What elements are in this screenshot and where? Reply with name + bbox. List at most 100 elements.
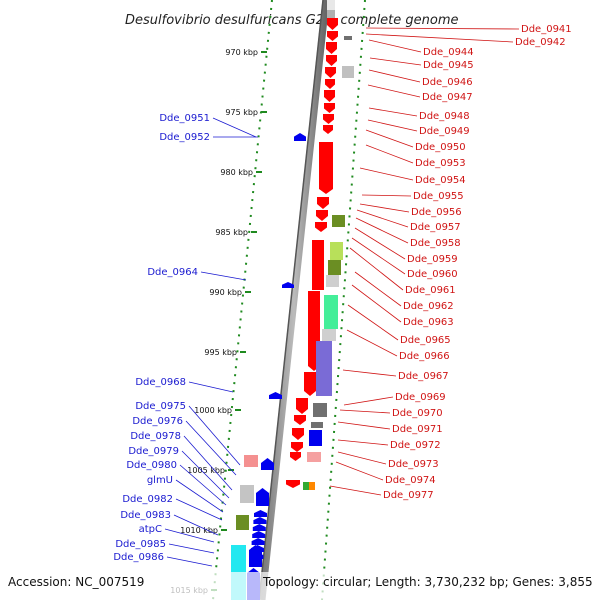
kbp-tick-label: 970 kbp	[225, 48, 258, 57]
forward-gene-arrow	[286, 480, 300, 488]
genome-summary-text: Topology: circular; Length: 3,730,232 bp…	[262, 575, 593, 589]
label-leader	[356, 209, 409, 228]
label-leader	[166, 556, 213, 567]
gene-label-reverse[interactable]: Dde_0964	[147, 267, 198, 278]
gene-block	[244, 455, 258, 467]
gene-label-forward[interactable]: Dde_0944	[423, 47, 474, 58]
forward-gene-arrow	[327, 31, 338, 41]
gene-label-reverse[interactable]: Dde_0975	[135, 401, 186, 412]
gene-label-forward[interactable]: Dde_0953	[415, 158, 466, 169]
label-leader	[368, 39, 422, 53]
gene-label-reverse[interactable]: glmU	[147, 475, 173, 486]
label-leader	[346, 329, 398, 357]
gene-label-forward[interactable]: Dde_0961	[405, 285, 456, 296]
gene-label-reverse[interactable]: Dde_0952	[159, 132, 210, 143]
forward-gene-arrow	[326, 42, 337, 54]
gene-block	[344, 36, 352, 40]
kbp-axis: 970 kbp 975 kbp 980 kbp 985 kbp 990 kbp 995 k…	[170, 48, 267, 595]
gene-label-forward[interactable]: Dde_0969	[395, 392, 446, 403]
gene-label-forward[interactable]: Dde_0971	[392, 424, 443, 435]
gene-label-forward[interactable]: Dde_0977	[383, 490, 434, 501]
label-leader	[349, 247, 404, 291]
forward-gene-arrow	[326, 55, 337, 66]
label-leader	[212, 117, 257, 138]
gene-label-forward[interactable]: Dde_0972	[390, 440, 441, 451]
reverse-gene-arrow	[252, 524, 266, 531]
gene-label-forward[interactable]: Dde_0956	[411, 207, 462, 218]
forward-gene-arrow	[304, 372, 316, 396]
gene-label-forward[interactable]: Dde_0960	[407, 269, 458, 280]
label-leader	[188, 405, 241, 466]
gene-label-forward[interactable]: Dde_0974	[385, 475, 436, 486]
gene-label-forward[interactable]: Dde_0950	[415, 142, 466, 153]
gene-label-reverse[interactable]: Dde_0985	[115, 539, 166, 550]
label-leader	[173, 514, 219, 536]
forward-gene-arrow	[319, 142, 333, 194]
genome-backbone	[258, 0, 330, 600]
gene-block	[342, 66, 354, 78]
gene-label-forward[interactable]: Dde_0965	[400, 335, 451, 346]
gene-label-reverse[interactable]: Dde_0986	[113, 552, 164, 563]
label-leader	[365, 144, 414, 164]
gene-label-forward[interactable]: Dde_0946	[422, 77, 473, 88]
label-leader	[185, 420, 237, 476]
label-leader	[351, 284, 402, 323]
forward-gene-arrow	[290, 452, 301, 461]
label-leader	[368, 107, 418, 117]
label-leader	[339, 409, 391, 414]
gene-label-forward[interactable]: Dde_0947	[422, 92, 473, 103]
forward-strand-labels: Dde_0941 Dde_0942 Dde_0944 Dde_0945 Dde_0946…	[383, 24, 572, 501]
gene-label-forward[interactable]: Dde_0954	[415, 175, 466, 186]
kbp-tick-label: 1000 kbp	[194, 406, 232, 415]
label-leader	[365, 33, 514, 43]
forward-gene-arrow	[323, 114, 334, 124]
kbp-tick-label: 985 kbp	[215, 228, 248, 237]
label-leader	[188, 381, 234, 393]
forward-gene-arrow	[292, 428, 304, 440]
gene-label-forward[interactable]: Dde_0958	[410, 238, 461, 249]
gene-label-forward[interactable]: Dde_0959	[407, 254, 458, 265]
gene-label-forward[interactable]: Dde_0970	[392, 408, 443, 419]
label-leader	[183, 435, 233, 491]
label-leader	[369, 57, 422, 66]
forward-gene-arrow	[315, 222, 327, 232]
label-leader	[181, 450, 230, 499]
gene-label-reverse[interactable]: Dde_0968	[135, 377, 186, 388]
gene-label-forward[interactable]: Dde_0949	[419, 126, 470, 137]
gene-label-forward[interactable]: Dde_0973	[388, 459, 439, 470]
pseudo-gene-block	[327, 10, 335, 18]
gene-label-reverse[interactable]: Dde_0980	[126, 460, 177, 471]
gene-label-forward[interactable]: Dde_0948	[419, 111, 470, 122]
gene-label-forward[interactable]: Dde_0963	[403, 317, 454, 328]
gene-label-reverse[interactable]: Dde_0982	[122, 494, 173, 505]
label-leader	[179, 464, 227, 506]
label-leader	[343, 396, 394, 406]
gene-label-reverse[interactable]: Dde_0951	[159, 113, 210, 124]
gene-label-forward[interactable]: Dde_0957	[410, 222, 461, 233]
gene-label-forward[interactable]: Dde_0966	[399, 351, 450, 362]
forward-gene-arrow	[296, 398, 308, 414]
gene-block	[313, 403, 327, 417]
gene-label-forward[interactable]: Dde_0945	[423, 60, 474, 71]
gene-label-forward[interactable]: Dde_0942	[515, 37, 566, 48]
gene-block	[307, 452, 321, 462]
gene-label-forward[interactable]: Dde_0962	[403, 301, 454, 312]
label-leader	[359, 203, 410, 213]
label-leader	[361, 194, 412, 197]
gene-label-reverse[interactable]: atpC	[139, 524, 162, 535]
gene-block	[326, 275, 339, 287]
gene-label-reverse[interactable]: Dde_0979	[128, 446, 179, 457]
gene-block	[328, 260, 341, 275]
gene-label-reverse[interactable]: Dde_0976	[132, 416, 183, 427]
reverse-gene-arrow	[251, 538, 265, 545]
gene-label-forward[interactable]: Dde_0941	[521, 24, 572, 35]
label-leader	[355, 217, 409, 244]
gene-label-reverse[interactable]: Dde_0983	[120, 510, 171, 521]
forward-gene-block	[312, 240, 324, 290]
gene-label-forward[interactable]: Dde_0955	[413, 191, 464, 202]
gene-label-forward[interactable]: Dde_0967	[398, 371, 449, 382]
reverse-gene-arrow	[256, 488, 269, 506]
forward-gene-arrow	[294, 415, 306, 425]
gene-block	[309, 430, 322, 446]
gene-label-reverse[interactable]: Dde_0978	[130, 431, 181, 442]
